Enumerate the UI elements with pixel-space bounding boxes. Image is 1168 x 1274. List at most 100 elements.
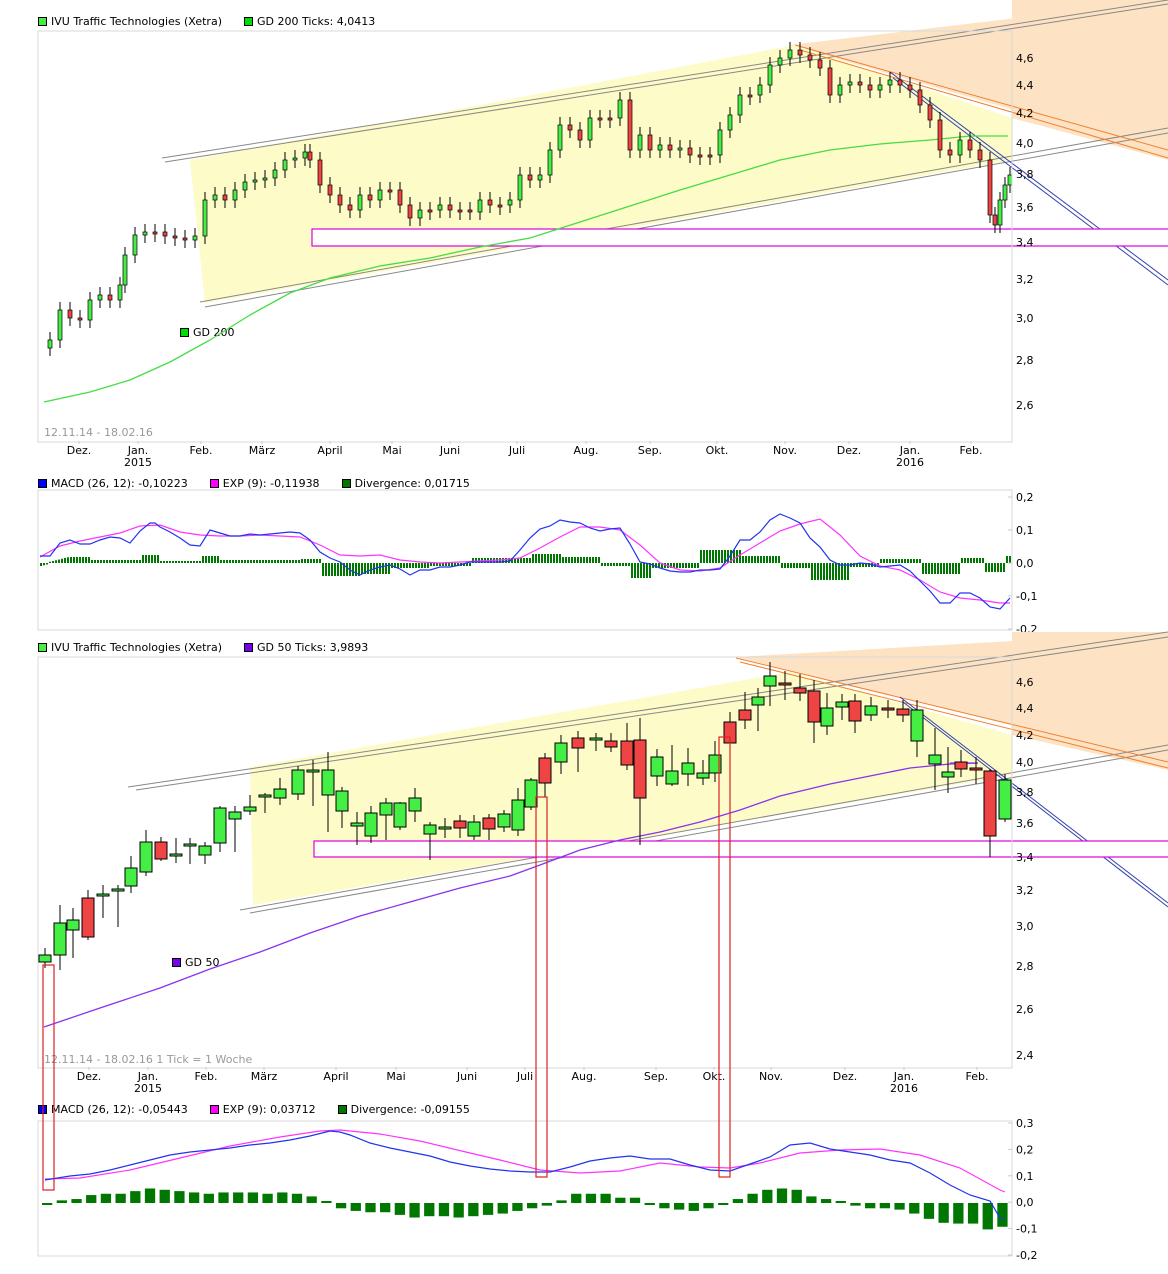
weekly-candles <box>38 662 1012 970</box>
divergence-bar <box>453 1203 464 1218</box>
divergence-bar <box>718 1203 729 1205</box>
divergence-bar <box>321 1201 332 1203</box>
signal-marker <box>42 964 55 1191</box>
divergence-bar <box>365 1203 376 1213</box>
x-tick-label: Jan. <box>127 444 148 457</box>
divergence-bar <box>527 1203 538 1209</box>
x-tick-label: 2016 <box>896 456 924 469</box>
exp-line <box>39 518 1010 604</box>
x-tick-label: Juni <box>439 444 460 457</box>
y-tick-label: 3,2 <box>1016 884 1034 897</box>
macd-line <box>40 513 1011 610</box>
divergence-bar <box>86 1195 97 1203</box>
weekly-macd-chart: 0,3 0,2 0,1 0,0 -0,1 -0,2 <box>37 736 1037 1262</box>
divergence-bar <box>762 1189 773 1203</box>
x-tick-label: Dez. <box>837 444 862 457</box>
y-tick-label: 4,0 <box>1016 137 1034 150</box>
divergence-bar <box>806 1196 817 1203</box>
x-tick-label: April <box>323 1070 348 1083</box>
legend-swatch-icon <box>180 328 189 337</box>
divergence-bar <box>644 1203 655 1205</box>
x-tick-label: März <box>249 444 276 457</box>
signal-marker <box>718 736 731 1178</box>
divergence-bar <box>879 1203 891 1209</box>
divergence-bar <box>615 1197 626 1203</box>
trend-channel <box>250 672 1012 905</box>
weekly-price-chart: 12.11.14 - 18.02.16 1 Tick = 1 Woche 4,6… <box>37 631 1168 1095</box>
divergence-bar <box>468 1203 479 1217</box>
divergence-bar <box>262 1193 273 1203</box>
divergence-bar <box>188 1192 200 1203</box>
divergence-bar <box>703 1203 714 1209</box>
divergence-bar <box>629 1197 641 1203</box>
daily-price-legend: IVU Traffic Technologies (Xetra) GD 200 … <box>38 15 375 28</box>
date-range-label: 12.11.14 - 18.02.16 <box>44 426 153 439</box>
divergence-bar <box>850 1203 861 1206</box>
divergence-bar <box>380 1203 391 1213</box>
x-tick-label: Juli <box>508 444 525 457</box>
gd50-line <box>43 762 979 1028</box>
legend-swatch-icon <box>244 643 253 652</box>
y-tick-label: 4,6 <box>1016 52 1034 65</box>
divergence-bar <box>659 1203 670 1209</box>
divergence-bar <box>923 1203 935 1219</box>
daily-price-chart: 12.11.14 - 18.02.16 4,6 4,4 4,2 4,0 3,8 3,6 3,… <box>37 0 1168 469</box>
y-tick-label: 0,2 <box>1016 491 1034 504</box>
divergence-bar <box>335 1203 347 1209</box>
y-tick-label: 2,4 <box>1016 1049 1034 1062</box>
weekly-price-legend: IVU Traffic Technologies (Xetra) GD 50 T… <box>38 641 368 654</box>
divergence-bar <box>791 1189 802 1203</box>
x-tick-label: April <box>317 444 342 457</box>
x-tick-label: Aug. <box>572 1070 597 1083</box>
divergence-bar <box>673 1203 685 1210</box>
x-tick-label: 2016 <box>890 1082 918 1095</box>
y-tick-label: -0,2 <box>1016 1249 1037 1262</box>
signal-marker <box>535 796 548 1178</box>
y-tick-label: 3,6 <box>1016 817 1034 830</box>
x-tick-label: Sep. <box>644 1070 668 1083</box>
y-tick-label: 2,8 <box>1016 960 1034 973</box>
y-tick-label: 0,3 <box>1016 1117 1034 1130</box>
divergence-bar <box>967 1203 979 1224</box>
divergence-bar <box>997 1203 1008 1227</box>
divergence-bar <box>144 1188 156 1203</box>
divergence-bars <box>42 1188 1008 1230</box>
x-tick-label: Jan. <box>137 1070 158 1083</box>
x-tick-label: Dez. <box>833 1070 858 1083</box>
y-tick-label: 0,1 <box>1016 1170 1034 1183</box>
divergence-bar <box>688 1203 699 1211</box>
divergence-bar <box>56 1200 67 1203</box>
legend-swatch-icon <box>341 479 351 488</box>
y-tick-label: 2,6 <box>1016 399 1034 412</box>
y-tick-label: 3,4 <box>1016 851 1034 864</box>
y-tick-label: 2,8 <box>1016 354 1034 367</box>
x-tick-label: Sep. <box>638 444 662 457</box>
y-tick-label: 0,2 <box>1016 1143 1034 1156</box>
gd200-label: GD 200 <box>180 326 235 339</box>
divergence-bar <box>233 1192 244 1203</box>
legend-swatch-icon <box>209 479 219 488</box>
divergence-bar <box>512 1203 523 1211</box>
legend-swatch-icon <box>209 1105 219 1114</box>
date-range-label: 12.11.14 - 18.02.16 1 Tick = 1 Woche <box>44 1053 252 1066</box>
legend-item-price: IVU Traffic Technologies (Xetra) <box>38 15 222 28</box>
divergence-bar <box>585 1193 597 1203</box>
y-tick-label: 3,8 <box>1016 786 1034 799</box>
divergence-bar <box>71 1199 82 1203</box>
x-tick-label: Feb. <box>960 444 983 457</box>
legend-item-gd200: GD 200 Ticks: 4,0413 <box>244 15 375 28</box>
divergence-bar <box>820 1199 832 1203</box>
divergence-bar <box>115 1193 126 1203</box>
y-tick-label: 3,8 <box>1016 168 1034 181</box>
x-tick-label: Juni <box>456 1070 477 1083</box>
x-tick-label: Nov. <box>773 444 797 457</box>
y-tick-label: 3,0 <box>1016 312 1034 325</box>
y-tick-label: 4,4 <box>1016 79 1034 92</box>
divergence-bar <box>130 1191 141 1203</box>
x-tick-label: Mai <box>386 1070 405 1083</box>
divergence-bar <box>394 1203 406 1215</box>
support-zone <box>311 228 1168 247</box>
y-tick-label: 4,0 <box>1016 756 1034 769</box>
x-tick-label: Dez. <box>67 444 92 457</box>
y-tick-label: -0,1 <box>1016 590 1037 603</box>
